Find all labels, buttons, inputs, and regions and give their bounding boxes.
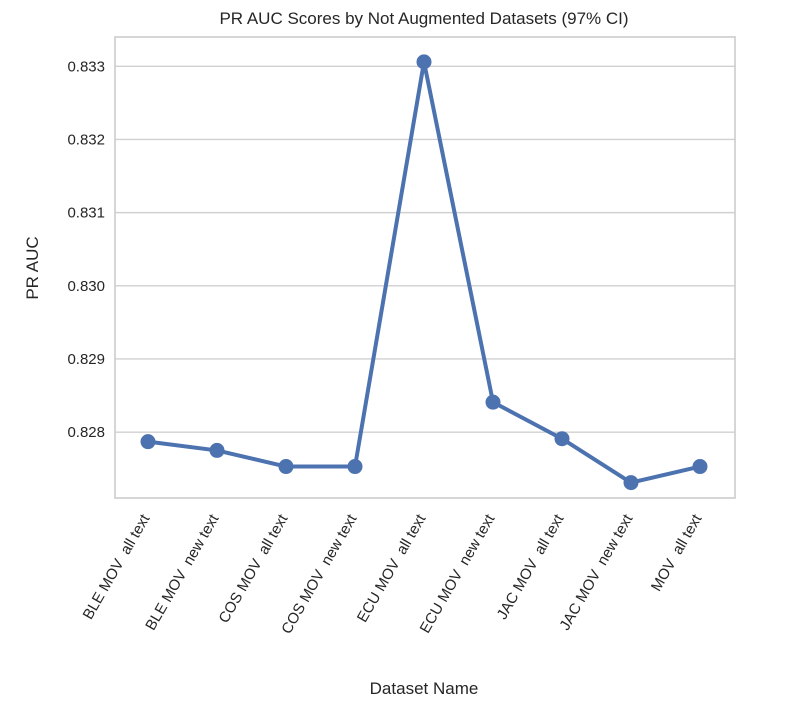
x-tick-label: JAC MOV all text xyxy=(494,511,568,623)
data-point xyxy=(347,459,363,475)
y-tick-labels: 0.828 0.829 0.830 0.831 0.832 0.833 xyxy=(67,58,105,441)
y-tick-label: 0.830 xyxy=(67,278,105,295)
x-tick-label: ECU MOV all text xyxy=(354,511,430,626)
y-gridlines xyxy=(115,65,735,433)
series-line xyxy=(147,59,701,485)
plot-frame xyxy=(114,36,736,499)
data-point xyxy=(416,54,432,70)
chart-title: PR AUC Scores by Not Augmented Datasets … xyxy=(219,9,628,28)
y-tick-label: 0.831 xyxy=(67,205,105,222)
data-point xyxy=(140,434,156,450)
y-tick-label: 0.832 xyxy=(67,131,105,148)
x-tick-label: COS MOV all text xyxy=(215,511,291,626)
x-tick-label: COS MOV new text xyxy=(278,511,361,637)
data-point xyxy=(485,394,501,410)
x-tick-label: ECU MOV new text xyxy=(417,511,499,636)
data-point xyxy=(209,442,225,458)
data-point xyxy=(554,431,570,447)
y-tick-label: 0.833 xyxy=(67,58,105,75)
y-tick-label: 0.829 xyxy=(67,351,105,368)
x-tick-label: BLE MOV all text xyxy=(80,511,154,623)
x-tick-label: JAC MOV new text xyxy=(556,511,637,634)
y-axis-label: PR AUC xyxy=(23,236,42,299)
data-point xyxy=(692,459,708,475)
x-tick-label: MOV all text xyxy=(648,511,706,595)
x-axis-label: Dataset Name xyxy=(370,679,479,698)
series-line-group xyxy=(140,54,708,491)
y-tick-label: 0.828 xyxy=(67,424,105,441)
x-tick-label: BLE MOV new text xyxy=(142,511,223,634)
data-point xyxy=(278,459,294,475)
data-point xyxy=(623,475,639,491)
